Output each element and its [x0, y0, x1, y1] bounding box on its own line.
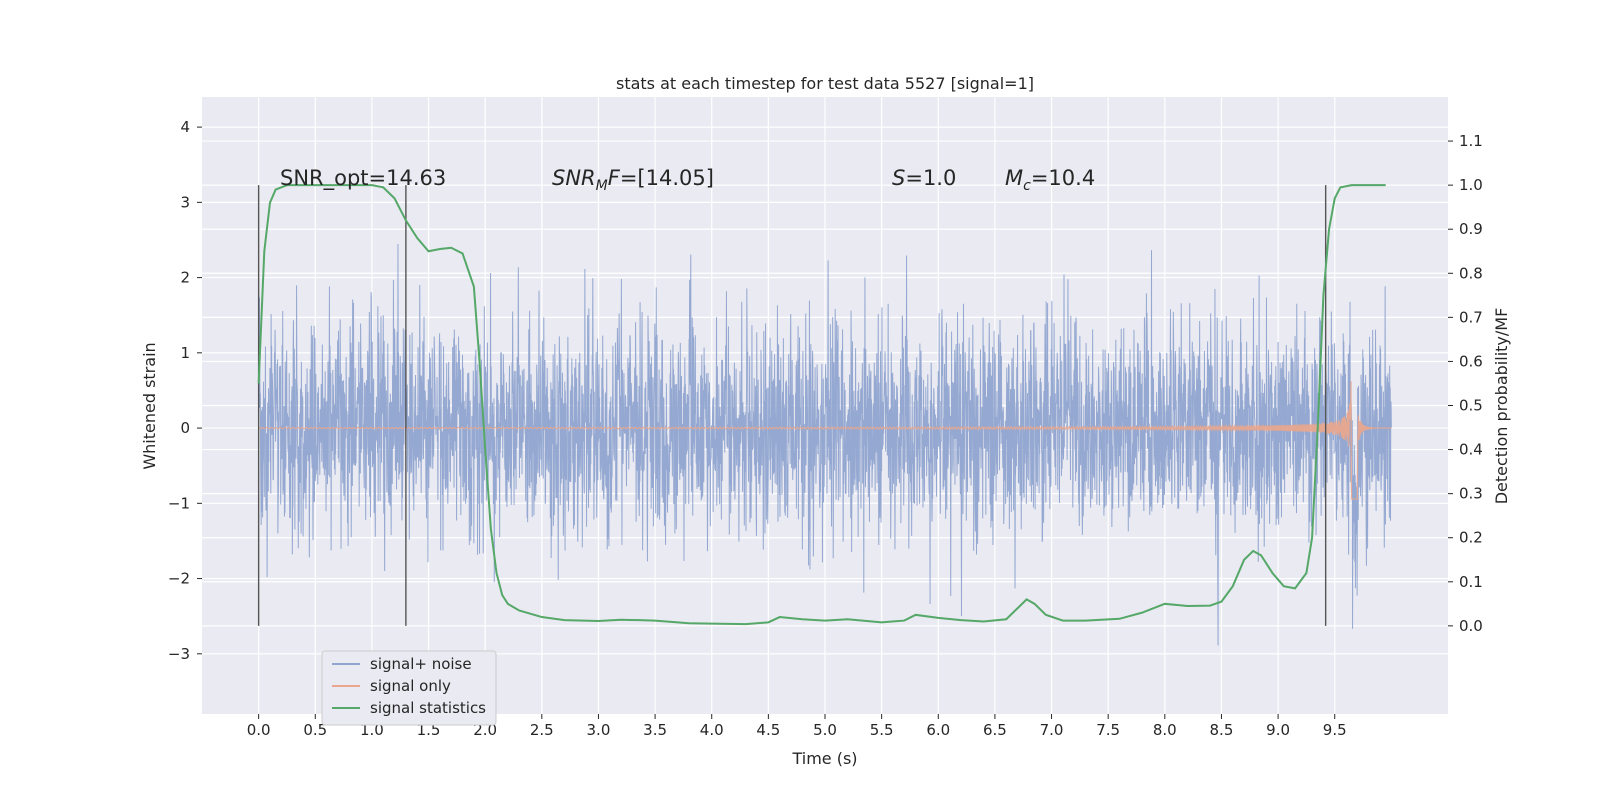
signal-only-path	[258, 381, 1392, 500]
y2-axis-ticks: 0.0 0.1 0.2 0.3 0.4 0.5 0.6 0.7 0.8 0.9 1.0 1.1	[1448, 132, 1483, 635]
y2-axis-label: Detection probability/MF	[1492, 308, 1511, 505]
x-tick-label-7: 3.5	[643, 721, 667, 739]
signal-plus-noise-path	[258, 244, 1392, 646]
legend: signal+ noise signal only signal statist…	[321, 650, 497, 726]
y-axis-ticks: −3 −2 −1 0 1 2 3 4	[168, 118, 202, 663]
y-tick-label-7: 4	[180, 118, 190, 136]
y-tick-label-0: −3	[168, 645, 190, 663]
y2-tick-label-11: 1.1	[1459, 132, 1483, 150]
series-signal-plus-noise	[258, 244, 1392, 646]
y2-tick-label-6: 0.6	[1459, 352, 1483, 370]
y-axis-label: Whitened strain	[140, 342, 159, 469]
x-tick-label-14: 7.0	[1040, 721, 1064, 739]
x-tick-label-1: 0.5	[303, 721, 327, 739]
x-tick-label-11: 5.5	[870, 721, 894, 739]
annotation-snr-mf: SNRMF=[14.05]	[552, 166, 714, 194]
y2-tick-label-0: 0.0	[1459, 617, 1483, 635]
series-signal-only	[258, 381, 1392, 500]
annotation-mc: Mc=10.4	[1005, 166, 1095, 194]
chart-title: stats at each timestep for test data 552…	[616, 74, 1034, 93]
x-tick-label-13: 6.5	[983, 721, 1007, 739]
y2-tick-label-2: 0.2	[1459, 529, 1483, 547]
legend-label-stat: signal statistics	[370, 699, 486, 717]
y-tick-label-1: −2	[168, 570, 190, 588]
x-tick-label-19: 9.5	[1323, 721, 1347, 739]
x-tick-label-15: 7.5	[1096, 721, 1120, 739]
y-tick-label-6: 3	[180, 193, 190, 211]
x-tick-label-16: 8.0	[1153, 721, 1177, 739]
annotation-snr-opt: SNR_opt=14.63	[280, 166, 446, 191]
x-tick-label-5: 2.5	[530, 721, 554, 739]
x-tick-label-17: 8.5	[1210, 721, 1234, 739]
series-signal-statistics-line	[257, 184, 1386, 626]
x-tick-label-8: 4.0	[700, 721, 724, 739]
annotation-s: S=1.0	[892, 166, 956, 190]
y2-tick-label-4: 0.4	[1459, 441, 1483, 459]
y2-tick-label-10: 1.0	[1459, 176, 1483, 194]
x-tick-label-0: 0.0	[247, 721, 271, 739]
x-tick-label-9: 4.5	[756, 721, 780, 739]
y2-tick-label-9: 0.9	[1459, 220, 1483, 238]
y-tick-label-4: 1	[180, 344, 190, 362]
x-tick-label-12: 6.0	[926, 721, 950, 739]
x-tick-label-10: 5.0	[813, 721, 837, 739]
y2-tick-label-5: 0.5	[1459, 397, 1483, 415]
x-tick-label-18: 9.0	[1266, 721, 1290, 739]
legend-label-noise: signal+ noise	[370, 655, 472, 673]
y-tick-label-2: −1	[168, 494, 190, 512]
x-tick-label-6: 3.0	[587, 721, 611, 739]
y2-tick-label-1: 0.1	[1459, 573, 1483, 591]
y2-tick-label-7: 0.7	[1459, 308, 1483, 326]
legend-box	[321, 650, 497, 726]
y2-tick-label-8: 0.8	[1459, 264, 1483, 282]
x-axis-label: Time (s)	[791, 749, 857, 768]
y2-tick-label-3: 0.3	[1459, 485, 1483, 503]
y-tick-label-3: 0	[180, 419, 190, 437]
y-tick-label-5: 2	[180, 269, 190, 287]
legend-label-signal: signal only	[370, 677, 451, 695]
